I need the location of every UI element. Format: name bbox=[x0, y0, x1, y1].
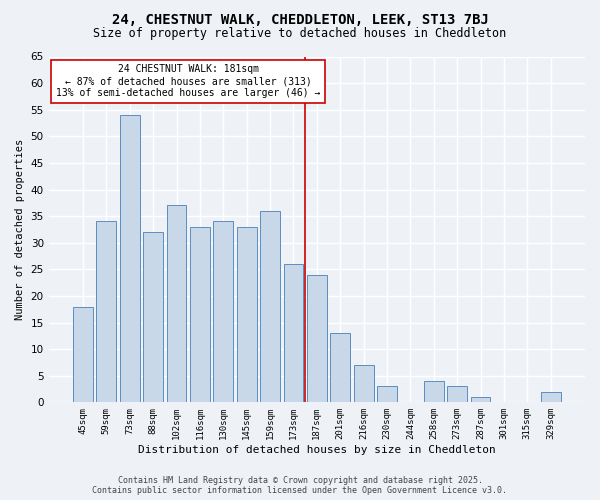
Bar bbox=[260, 211, 280, 402]
Text: 24 CHESTNUT WALK: 181sqm
← 87% of detached houses are smaller (313)
13% of semi-: 24 CHESTNUT WALK: 181sqm ← 87% of detach… bbox=[56, 64, 320, 98]
Bar bbox=[284, 264, 304, 402]
Bar bbox=[97, 222, 116, 402]
Text: Size of property relative to detached houses in Cheddleton: Size of property relative to detached ho… bbox=[94, 28, 506, 40]
Bar bbox=[120, 115, 140, 403]
Bar bbox=[330, 333, 350, 402]
Bar bbox=[237, 227, 257, 402]
Bar bbox=[541, 392, 560, 402]
Bar bbox=[143, 232, 163, 402]
Bar bbox=[377, 386, 397, 402]
X-axis label: Distribution of detached houses by size in Cheddleton: Distribution of detached houses by size … bbox=[138, 445, 496, 455]
Bar bbox=[167, 206, 187, 402]
Bar bbox=[214, 222, 233, 402]
Bar bbox=[190, 227, 210, 402]
Text: Contains HM Land Registry data © Crown copyright and database right 2025.
Contai: Contains HM Land Registry data © Crown c… bbox=[92, 476, 508, 495]
Y-axis label: Number of detached properties: Number of detached properties bbox=[15, 139, 25, 320]
Bar bbox=[353, 365, 374, 403]
Bar bbox=[73, 306, 93, 402]
Bar bbox=[424, 381, 443, 402]
Bar bbox=[447, 386, 467, 402]
Bar bbox=[307, 274, 327, 402]
Text: 24, CHESTNUT WALK, CHEDDLETON, LEEK, ST13 7BJ: 24, CHESTNUT WALK, CHEDDLETON, LEEK, ST1… bbox=[112, 12, 488, 26]
Bar bbox=[470, 397, 490, 402]
